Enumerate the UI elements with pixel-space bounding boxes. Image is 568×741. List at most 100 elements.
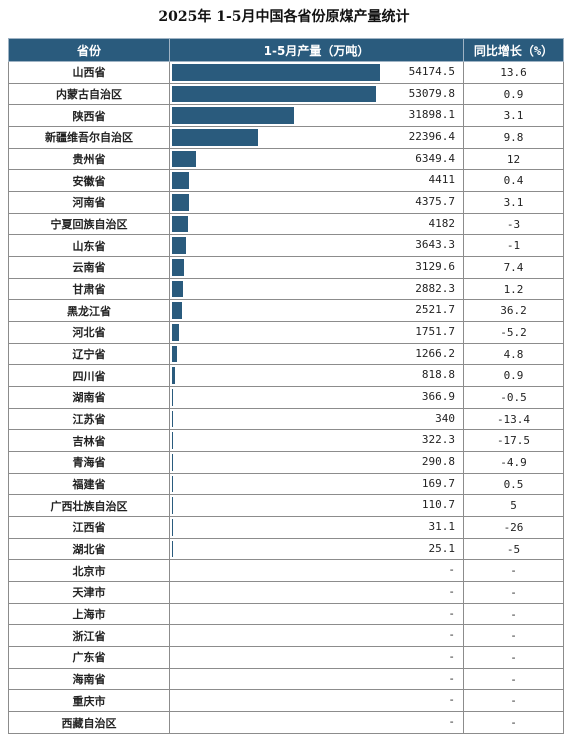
output-cell: 4182 <box>169 212 464 236</box>
output-cell: 31.1 <box>169 516 464 539</box>
yoy-cell: 13.6 <box>463 61 564 84</box>
province-cell: 河北省 <box>8 321 170 344</box>
table-row: 北京市 - - <box>8 559 564 583</box>
output-value: - <box>448 671 455 685</box>
table-row: 河北省 1751.7 -5.2 <box>8 321 564 344</box>
output-bar <box>172 215 188 233</box>
yoy-cell: 12 <box>463 147 564 171</box>
output-cell: 54174.5 <box>169 61 464 84</box>
yoy-cell: 3.1 <box>463 191 564 214</box>
output-cell: 340 <box>169 407 464 431</box>
output-value: 31898.1 <box>408 108 455 122</box>
yoy-cell: 4.8 <box>463 342 564 366</box>
header-output: 1-5月产量（万吨） <box>169 38 464 62</box>
table-row: 辽宁省 1266.2 4.8 <box>8 342 564 366</box>
province-cell: 湖南省 <box>8 386 170 409</box>
province-cell: 广东省 <box>8 646 170 669</box>
table-row: 青海省 290.8 -4.9 <box>8 451 564 474</box>
table-row: 安徽省 4411 0.4 <box>8 169 564 193</box>
province-cell: 上海市 <box>8 602 170 626</box>
province-cell: 北京市 <box>8 559 170 583</box>
output-bar <box>172 540 173 558</box>
yoy-cell: -3 <box>463 212 564 236</box>
output-value: 1751.7 <box>415 325 455 339</box>
province-cell: 河南省 <box>8 191 170 214</box>
output-value: 3643.3 <box>415 238 455 252</box>
output-cell: - <box>169 667 464 691</box>
output-value: - <box>448 585 455 599</box>
province-cell: 海南省 <box>8 667 170 691</box>
output-cell: 3643.3 <box>169 234 464 258</box>
province-cell: 安徽省 <box>8 169 170 193</box>
output-cell: 53079.8 <box>169 82 464 106</box>
output-cell: 4411 <box>169 169 464 193</box>
province-cell: 广西壮族自治区 <box>8 494 170 518</box>
output-cell: 2882.3 <box>169 277 464 301</box>
output-cell: 366.9 <box>169 386 464 409</box>
output-bar <box>172 475 173 493</box>
output-cell: 31898.1 <box>169 104 464 128</box>
output-bar <box>172 324 179 341</box>
output-value: - <box>448 715 455 729</box>
yoy-cell: - <box>463 667 564 691</box>
province-cell: 新疆维吾尔自治区 <box>8 126 170 149</box>
yoy-cell: 0.5 <box>463 472 564 496</box>
yoy-cell: 36.2 <box>463 299 564 323</box>
output-cell: 290.8 <box>169 451 464 474</box>
output-cell: 2521.7 <box>169 299 464 323</box>
output-value: 4411 <box>428 173 456 187</box>
output-cell: - <box>169 689 464 713</box>
table-row: 西藏自治区 - - <box>8 711 564 734</box>
output-bar <box>172 454 173 471</box>
province-cell: 辽宁省 <box>8 342 170 366</box>
header-province: 省份 <box>8 38 170 62</box>
table-row: 浙江省 - - <box>8 624 564 648</box>
table-row: 湖南省 366.9 -0.5 <box>8 386 564 409</box>
output-bar <box>172 367 175 385</box>
table-body: 山西省 54174.5 13.6 内蒙古自治区 53079.8 0.9 陕西省 31898.1… <box>8 61 564 734</box>
yoy-cell: - <box>463 581 564 604</box>
yoy-cell: -0.5 <box>463 386 564 409</box>
province-cell: 福建省 <box>8 472 170 496</box>
yoy-cell: - <box>463 646 564 669</box>
output-bar <box>172 237 186 255</box>
output-value: 322.3 <box>421 433 455 447</box>
yoy-cell: - <box>463 624 564 648</box>
output-cell: 1266.2 <box>169 342 464 366</box>
yoy-cell: -26 <box>463 516 564 539</box>
yoy-cell: -17.5 <box>463 429 564 453</box>
output-bar <box>172 410 173 428</box>
table-row: 陕西省 31898.1 3.1 <box>8 104 564 128</box>
output-cell: 3129.6 <box>169 256 464 279</box>
output-cell: 110.7 <box>169 494 464 518</box>
output-value: 818.8 <box>421 368 455 382</box>
output-value: 4182 <box>428 216 456 230</box>
table-row: 内蒙古自治区 53079.8 0.9 <box>8 82 564 106</box>
output-cell: 818.8 <box>169 364 464 388</box>
output-bar <box>172 389 173 406</box>
output-bar <box>172 280 183 298</box>
yoy-cell: 3.1 <box>463 104 564 128</box>
output-value: 2882.3 <box>415 281 455 295</box>
yoy-cell: - <box>463 559 564 583</box>
output-cell: - <box>169 559 464 583</box>
output-value: 22396.4 <box>408 130 455 144</box>
province-cell: 重庆市 <box>8 689 170 713</box>
province-cell: 西藏自治区 <box>8 711 170 734</box>
output-value: 366.9 <box>421 390 455 404</box>
province-cell: 云南省 <box>8 256 170 279</box>
yoy-cell: - <box>463 711 564 734</box>
province-cell: 山东省 <box>8 234 170 258</box>
table-row: 上海市 - - <box>8 602 564 626</box>
table-row: 广西壮族自治区 110.7 5 <box>8 494 564 518</box>
table-row: 贵州省 6349.4 12 <box>8 147 564 171</box>
province-cell: 黑龙江省 <box>8 299 170 323</box>
output-bar <box>172 85 376 103</box>
table-row: 天津市 - - <box>8 581 564 604</box>
province-cell: 内蒙古自治区 <box>8 82 170 106</box>
output-cell: - <box>169 581 464 604</box>
table-row: 福建省 169.7 0.5 <box>8 472 564 496</box>
output-cell: 169.7 <box>169 472 464 496</box>
output-value: 53079.8 <box>408 86 455 100</box>
yoy-cell: - <box>463 689 564 713</box>
